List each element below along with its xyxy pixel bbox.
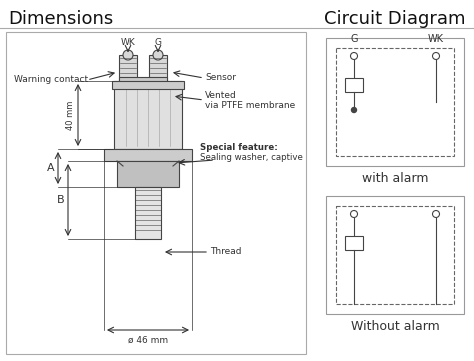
Text: A: A [47, 163, 55, 173]
Circle shape [352, 108, 356, 113]
Text: ø 46 mm: ø 46 mm [128, 336, 168, 345]
Bar [345, 78, 363, 92]
Text: WK: WK [428, 34, 444, 44]
Bar [345, 236, 363, 250]
Circle shape [153, 50, 163, 60]
Text: Circuit Diagram: Circuit Diagram [325, 10, 466, 28]
Bar [119, 77, 167, 85]
Text: B: B [57, 195, 65, 205]
Bar [119, 55, 137, 81]
Bar [117, 161, 179, 187]
Text: Sealing washer, captive: Sealing washer, captive [200, 153, 303, 162]
Text: Special feature:: Special feature: [200, 144, 278, 152]
Text: via PTFE membrane: via PTFE membrane [205, 101, 295, 110]
Circle shape [432, 52, 439, 60]
Bar [326, 38, 464, 166]
Text: Thread: Thread [210, 248, 241, 257]
Circle shape [123, 50, 133, 60]
Text: Warning contact: Warning contact [14, 75, 88, 84]
Text: Vented: Vented [205, 91, 237, 100]
Bar [104, 149, 192, 161]
Bar [6, 32, 306, 354]
Bar [114, 81, 182, 149]
Bar [326, 196, 464, 314]
Text: G: G [155, 38, 162, 47]
Circle shape [350, 210, 357, 217]
Bar [135, 187, 161, 239]
Bar [149, 55, 167, 81]
Text: 40 mm: 40 mm [66, 100, 75, 130]
Bar [112, 81, 184, 89]
Text: with alarm: with alarm [362, 172, 428, 185]
Text: WK: WK [120, 38, 136, 47]
Text: Dimensions: Dimensions [8, 10, 113, 28]
Bar [336, 48, 454, 156]
Text: G: G [350, 34, 358, 44]
Text: Without alarm: Without alarm [351, 320, 439, 333]
Text: Sensor: Sensor [205, 74, 236, 83]
Bar [336, 206, 454, 304]
Circle shape [432, 210, 439, 217]
Circle shape [350, 52, 357, 60]
